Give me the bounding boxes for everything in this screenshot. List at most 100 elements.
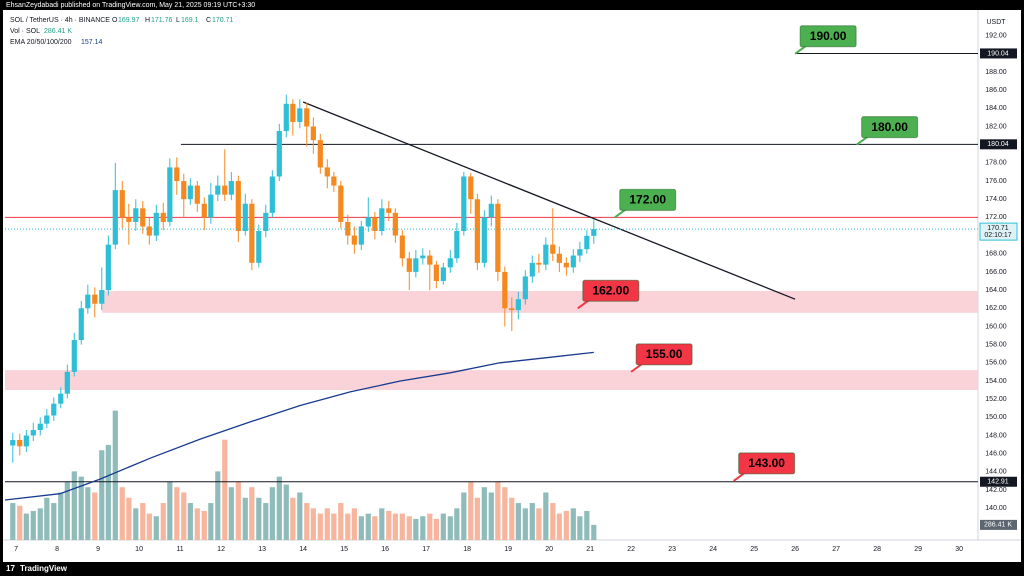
- level-axis-box: [980, 48, 1017, 59]
- volume-bar: [468, 481, 474, 540]
- x-tick-label: 7: [14, 546, 18, 553]
- candle-body: [140, 208, 146, 227]
- candle-body: [577, 249, 583, 256]
- x-tick-label: 29: [914, 546, 922, 553]
- volume-bar: [119, 487, 125, 540]
- volume-bar: [140, 503, 146, 540]
- volume-bar: [105, 444, 111, 540]
- x-tick-label: 12: [217, 546, 225, 553]
- volume-bar: [10, 503, 16, 540]
- volume-bar: [536, 508, 542, 540]
- candle-body: [536, 262, 542, 265]
- x-tick-label: 18: [463, 546, 471, 553]
- candle-body: [85, 294, 91, 309]
- x-tick-label: 30: [955, 546, 963, 553]
- ema-legend-value: 157.14: [81, 39, 103, 46]
- candle-body: [23, 435, 29, 447]
- volume-bar: [338, 503, 344, 540]
- candle-body: [495, 203, 501, 272]
- countdown-label: 02:10:17: [984, 232, 1011, 239]
- ohlc-letter: L: [176, 17, 180, 24]
- candle-body: [146, 226, 152, 236]
- x-tick-label: 25: [750, 546, 758, 553]
- callout-box: [799, 25, 857, 48]
- volume-bar: [194, 508, 200, 540]
- volume-bar: [304, 503, 310, 540]
- trendline: [302, 101, 796, 300]
- candle-body: [420, 255, 426, 259]
- candle-body: [386, 208, 392, 213]
- volume-bar: [290, 497, 296, 540]
- callout-label: 180.00: [871, 120, 908, 134]
- volume-bar: [44, 497, 50, 540]
- volume-bar: [249, 487, 255, 540]
- volume-axis-label: 286.41 K: [984, 522, 1012, 529]
- candle-body: [522, 276, 528, 300]
- y-tick-label: 162.00: [985, 305, 1007, 312]
- volume-bar: [502, 487, 508, 540]
- volume-bar: [365, 513, 371, 540]
- candle-body: [474, 199, 480, 263]
- candle-body: [276, 131, 282, 177]
- x-tick-label: 11: [176, 546, 183, 553]
- x-tick-label: 19: [504, 546, 512, 553]
- candle-body: [365, 217, 371, 227]
- candle-body: [99, 290, 105, 304]
- volume-bar: [112, 410, 118, 540]
- volume-bar: [174, 487, 180, 540]
- y-tick-label: 146.00: [985, 451, 1007, 458]
- x-tick-label: 16: [381, 546, 389, 553]
- candle-body: [331, 176, 337, 186]
- y-tick-label: 150.00: [985, 414, 1007, 421]
- volume-bar: [399, 513, 405, 540]
- chart-panel: [3, 10, 1021, 562]
- candle-body: [406, 258, 412, 272]
- callout-label: 143.00: [748, 456, 785, 470]
- y-tick-label: 172.00: [985, 214, 1007, 221]
- volume-bar: [222, 439, 228, 540]
- level-axis-label: 180.04: [987, 141, 1009, 148]
- candle-body: [263, 212, 269, 232]
- candle-body: [543, 244, 549, 265]
- volume-bar: [543, 492, 549, 540]
- volume-bar: [427, 513, 433, 540]
- candle-body: [529, 262, 535, 277]
- plot: 190.00 180.00 172.00 162.00 155.00 143.00: [4, 25, 978, 540]
- candle-body: [358, 226, 364, 245]
- volume-bar: [379, 508, 385, 540]
- volume-bar: [228, 487, 234, 540]
- candle-body: [160, 212, 166, 222]
- candle-body: [468, 176, 474, 200]
- ohlc-letter: O: [112, 17, 118, 24]
- y-tick-label: 164.00: [985, 287, 1007, 294]
- ohlc-value: 171.76: [151, 17, 173, 24]
- volume-bar: [509, 497, 515, 540]
- candle-body: [235, 181, 241, 232]
- volume-bar: [474, 497, 480, 540]
- x-tick-label: 8: [55, 546, 59, 553]
- brand: TradingView: [20, 564, 68, 573]
- candle-body: [304, 108, 310, 127]
- candle-body: [392, 212, 398, 236]
- volume-bar: [167, 481, 173, 540]
- volume-bar: [256, 497, 262, 540]
- level-axis-box: [980, 139, 1017, 150]
- volume-bar: [23, 513, 29, 540]
- volume-bar: [584, 510, 590, 540]
- y-tick-label: 154.00: [985, 378, 1007, 385]
- volume-legend-value: 286.41 K: [44, 28, 72, 35]
- volume-bar: [570, 508, 576, 540]
- candle-body: [92, 294, 98, 304]
- volume-bar: [187, 503, 193, 540]
- candle-body: [413, 258, 419, 272]
- x-tick-label: 27: [832, 546, 840, 553]
- volume-bar: [577, 516, 583, 540]
- callout-box: [861, 116, 919, 139]
- volume-bar: [351, 508, 357, 540]
- volume-bar: [591, 524, 597, 540]
- x-tick-label: 9: [96, 546, 100, 553]
- candle-body: [112, 190, 118, 245]
- candle-body: [228, 181, 234, 195]
- candle-body: [481, 217, 487, 263]
